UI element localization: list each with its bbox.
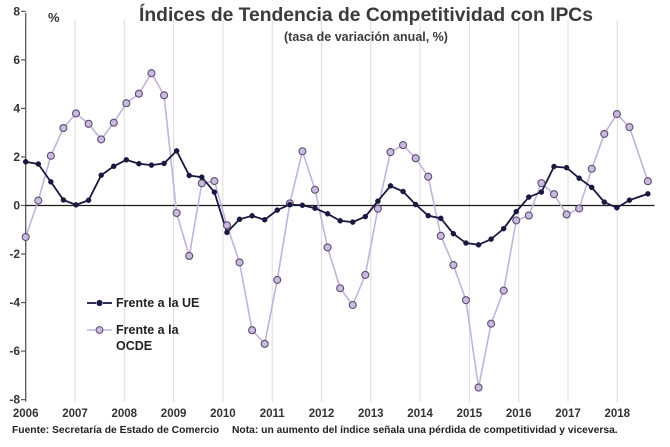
svg-text:OCDE: OCDE <box>116 339 152 353</box>
svg-text:Frente a la: Frente a la <box>116 323 180 337</box>
svg-text:2016: 2016 <box>506 408 532 420</box>
svg-text:2015: 2015 <box>457 408 483 420</box>
svg-text:Frente a la UE: Frente a la UE <box>116 296 199 310</box>
svg-text:Índices de Tendencia de Compet: Índices de Tendencia de Competitividad c… <box>139 3 593 26</box>
svg-text:-8: -8 <box>9 393 20 407</box>
svg-text:6: 6 <box>13 53 20 67</box>
svg-text:2006: 2006 <box>13 408 39 420</box>
svg-text:-2: -2 <box>9 247 20 261</box>
svg-text:2013: 2013 <box>358 408 384 420</box>
svg-text:2009: 2009 <box>161 408 187 420</box>
svg-text:(tasa de variación anual, %): (tasa de variación anual, %) <box>284 30 448 44</box>
svg-text:Nota: un aumento del índice se: Nota: un aumento del índice señala una p… <box>232 425 618 436</box>
svg-text:4: 4 <box>13 101 20 115</box>
svg-text:2007: 2007 <box>62 408 88 420</box>
svg-text:2010: 2010 <box>210 408 236 420</box>
svg-text:2018: 2018 <box>605 408 631 420</box>
svg-text:2017: 2017 <box>555 408 581 420</box>
svg-text:2014: 2014 <box>407 408 433 420</box>
svg-text:Fuente: Secretaría de Estado d: Fuente: Secretaría de Estado de Comercio <box>12 425 219 436</box>
svg-text:2: 2 <box>13 150 20 164</box>
svg-text:2012: 2012 <box>309 408 335 420</box>
svg-text:-4: -4 <box>9 296 20 310</box>
svg-text:8: 8 <box>13 4 20 18</box>
svg-text:-6: -6 <box>9 344 20 358</box>
svg-text:0: 0 <box>13 199 20 213</box>
svg-text:2008: 2008 <box>112 408 138 420</box>
svg-text:2011: 2011 <box>260 408 286 420</box>
svg-text:%: % <box>48 10 60 25</box>
